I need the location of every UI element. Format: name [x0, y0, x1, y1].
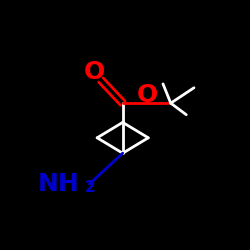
- Text: O: O: [84, 60, 106, 84]
- Text: NH: NH: [38, 172, 79, 196]
- Text: O: O: [137, 83, 158, 107]
- Text: 2: 2: [85, 180, 96, 194]
